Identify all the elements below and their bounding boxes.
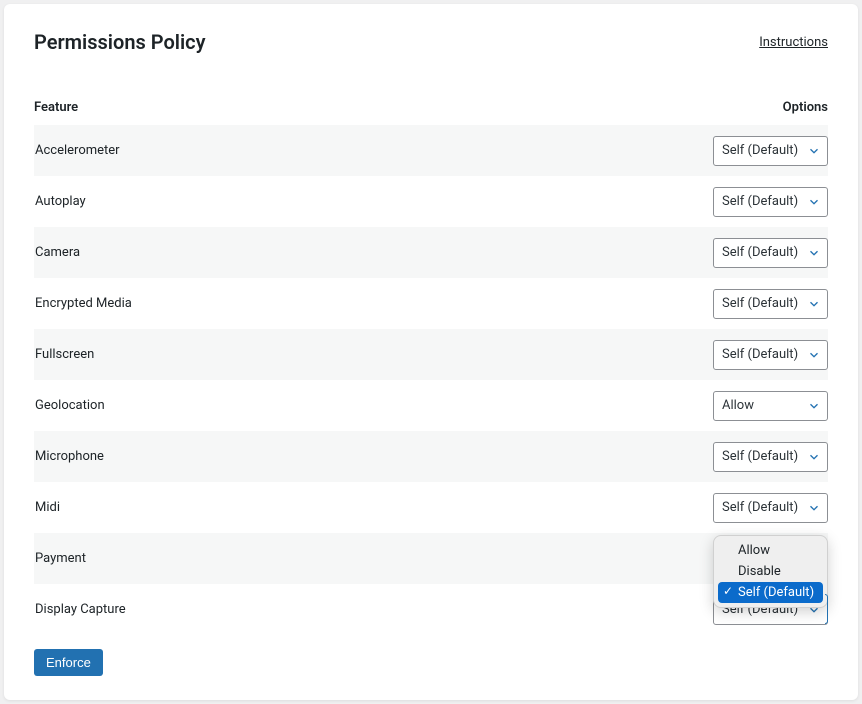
feature-label: Autoplay [34, 194, 86, 209]
chevron-down-icon [807, 399, 821, 413]
permissions-policy-card: Permissions Policy Instructions Feature … [4, 4, 858, 700]
chevron-down-icon [807, 246, 821, 260]
feature-row: Midi Self (Default) [34, 482, 828, 533]
option-select[interactable]: Self (Default) [713, 187, 828, 217]
select-value: Self (Default) [722, 194, 798, 209]
feature-label: Microphone [34, 449, 104, 464]
feature-label: Payment [34, 551, 86, 566]
chevron-down-icon [807, 450, 821, 464]
chevron-down-icon [807, 195, 821, 209]
feature-row: Encrypted Media Self (Default) [34, 278, 828, 329]
column-options: Options [783, 100, 828, 115]
page-title: Permissions Policy [34, 30, 206, 54]
feature-label: Fullscreen [34, 347, 94, 362]
select-value: Self (Default) [722, 347, 798, 362]
dropdown-item[interactable]: Self (Default) [718, 582, 823, 603]
feature-row: Fullscreen Self (Default) [34, 329, 828, 380]
select-value: Allow [722, 398, 754, 413]
select-value: Self (Default) [722, 500, 798, 515]
feature-row: Accelerometer Self (Default) [34, 125, 828, 176]
dropdown-item[interactable]: Disable [718, 561, 823, 582]
option-select[interactable]: Self (Default) [713, 289, 828, 319]
select-value: Self (Default) [722, 449, 798, 464]
feature-row: Microphone Self (Default) [34, 431, 828, 482]
table-header: Feature Options [34, 100, 828, 125]
feature-row: Payment [34, 533, 828, 584]
column-feature: Feature [34, 100, 78, 115]
option-select[interactable]: Self (Default) [713, 340, 828, 370]
feature-rows: Accelerometer Self (Default) Autoplay Self … [34, 125, 828, 635]
feature-label: Encrypted Media [34, 296, 132, 311]
feature-label: Geolocation [34, 398, 105, 413]
chevron-down-icon [807, 501, 821, 515]
feature-label: Display Capture [34, 602, 126, 617]
select-value: Self (Default) [722, 296, 798, 311]
feature-row: Autoplay Self (Default) [34, 176, 828, 227]
dropdown-item[interactable]: Allow [718, 540, 823, 561]
chevron-down-icon [807, 144, 821, 158]
feature-label: Camera [34, 245, 80, 260]
chevron-down-icon [807, 297, 821, 311]
option-dropdown[interactable]: AllowDisableSelf (Default) [713, 535, 828, 608]
select-value: Self (Default) [722, 143, 798, 158]
feature-label: Midi [34, 500, 60, 515]
feature-row: Display Capture Self (Default) [34, 584, 828, 635]
focused-select-edge [825, 594, 828, 624]
instructions-link[interactable]: Instructions [759, 35, 828, 50]
chevron-down-icon [807, 348, 821, 362]
feature-row: Camera Self (Default) [34, 227, 828, 278]
option-select[interactable]: Self (Default) [713, 136, 828, 166]
option-select[interactable]: Self (Default) [713, 442, 828, 472]
feature-row: Geolocation Allow [34, 380, 828, 431]
option-select[interactable]: Self (Default) [713, 493, 828, 523]
option-select[interactable]: Allow [713, 391, 828, 421]
feature-label: Accelerometer [34, 143, 120, 158]
enforce-button[interactable]: Enforce [34, 649, 103, 676]
card-header: Permissions Policy Instructions [34, 30, 828, 54]
option-select[interactable]: Self (Default) [713, 238, 828, 268]
select-value: Self (Default) [722, 245, 798, 260]
